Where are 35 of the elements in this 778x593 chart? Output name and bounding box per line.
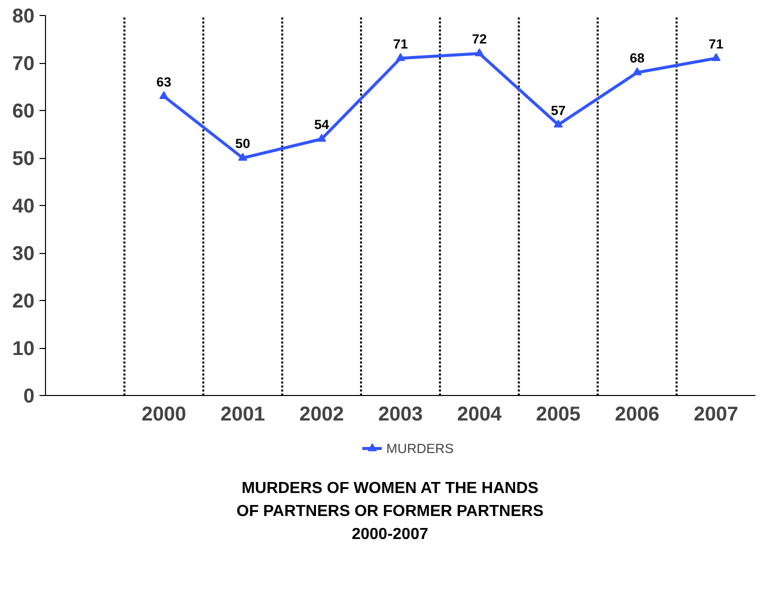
data-label: 57 bbox=[550, 102, 566, 118]
y-tick-label: 60 bbox=[12, 100, 35, 122]
data-label: 72 bbox=[472, 32, 487, 46]
x-tick-label: 2003 bbox=[378, 404, 423, 426]
x-tick-label: 2004 bbox=[457, 404, 503, 426]
y-tick-label: 30 bbox=[12, 243, 35, 265]
x-tick-label: 2006 bbox=[614, 404, 660, 426]
data-label: 71 bbox=[708, 36, 724, 52]
point bbox=[474, 48, 484, 56]
point bbox=[238, 152, 248, 161]
x-tick-label: 2000 bbox=[142, 404, 186, 426]
point bbox=[317, 134, 326, 142]
point bbox=[632, 67, 642, 76]
text: MURDERS OF WOMEN AT THE HANDS OF PARTNERS OR FORMER PARTNERS 2000-2007 bbox=[236, 479, 544, 545]
point bbox=[712, 53, 721, 62]
x-tick-label: 2001 bbox=[220, 404, 265, 426]
x-tick-label: 2002 bbox=[299, 404, 344, 426]
y-tick-label: 50 bbox=[12, 148, 35, 170]
data-label: 71 bbox=[393, 36, 408, 52]
point bbox=[396, 53, 405, 62]
data-label: 50 bbox=[235, 136, 250, 151]
y-tick-label: 40 bbox=[12, 196, 35, 218]
y-tick-label: 70 bbox=[12, 53, 35, 75]
x-tick-label: 2005 bbox=[536, 404, 581, 426]
y-tick-label: 0 bbox=[23, 386, 34, 408]
data-label: 63 bbox=[156, 74, 172, 90]
y-tick-label: 10 bbox=[12, 338, 35, 360]
y-tick-label: 80 bbox=[12, 6, 35, 28]
x-tick-label: 2007 bbox=[694, 404, 738, 426]
data-label: 68 bbox=[630, 50, 645, 66]
legend-label: MURDERS bbox=[386, 440, 454, 456]
y-tick-label: 20 bbox=[12, 290, 35, 312]
point bbox=[554, 120, 563, 128]
data-label: 54 bbox=[314, 117, 330, 132]
point bbox=[159, 91, 168, 100]
